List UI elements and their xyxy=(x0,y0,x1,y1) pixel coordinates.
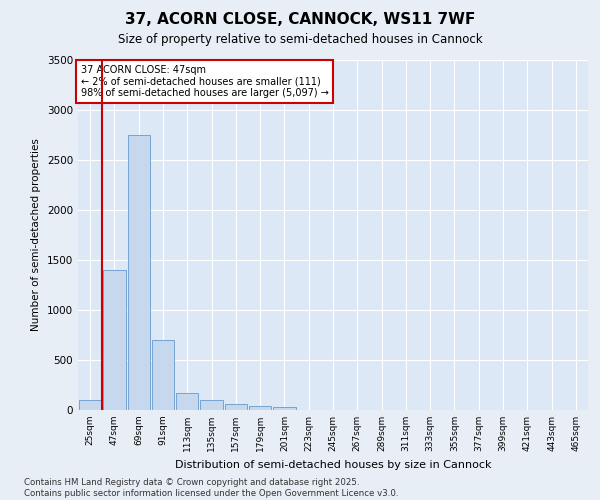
Bar xyxy=(152,340,174,410)
Bar xyxy=(176,393,199,410)
Y-axis label: Number of semi-detached properties: Number of semi-detached properties xyxy=(31,138,41,332)
Bar xyxy=(103,270,125,410)
Text: Size of property relative to semi-detached houses in Cannock: Size of property relative to semi-detach… xyxy=(118,32,482,46)
Bar xyxy=(273,407,296,410)
Bar xyxy=(200,400,223,410)
Text: 37 ACORN CLOSE: 47sqm
← 2% of semi-detached houses are smaller (111)
98% of semi: 37 ACORN CLOSE: 47sqm ← 2% of semi-detac… xyxy=(80,66,328,98)
Bar xyxy=(249,406,271,410)
Bar xyxy=(128,135,150,410)
Text: Contains HM Land Registry data © Crown copyright and database right 2025.
Contai: Contains HM Land Registry data © Crown c… xyxy=(24,478,398,498)
Bar xyxy=(79,400,101,410)
Bar xyxy=(224,404,247,410)
Text: 37, ACORN CLOSE, CANNOCK, WS11 7WF: 37, ACORN CLOSE, CANNOCK, WS11 7WF xyxy=(125,12,475,28)
X-axis label: Distribution of semi-detached houses by size in Cannock: Distribution of semi-detached houses by … xyxy=(175,460,491,469)
